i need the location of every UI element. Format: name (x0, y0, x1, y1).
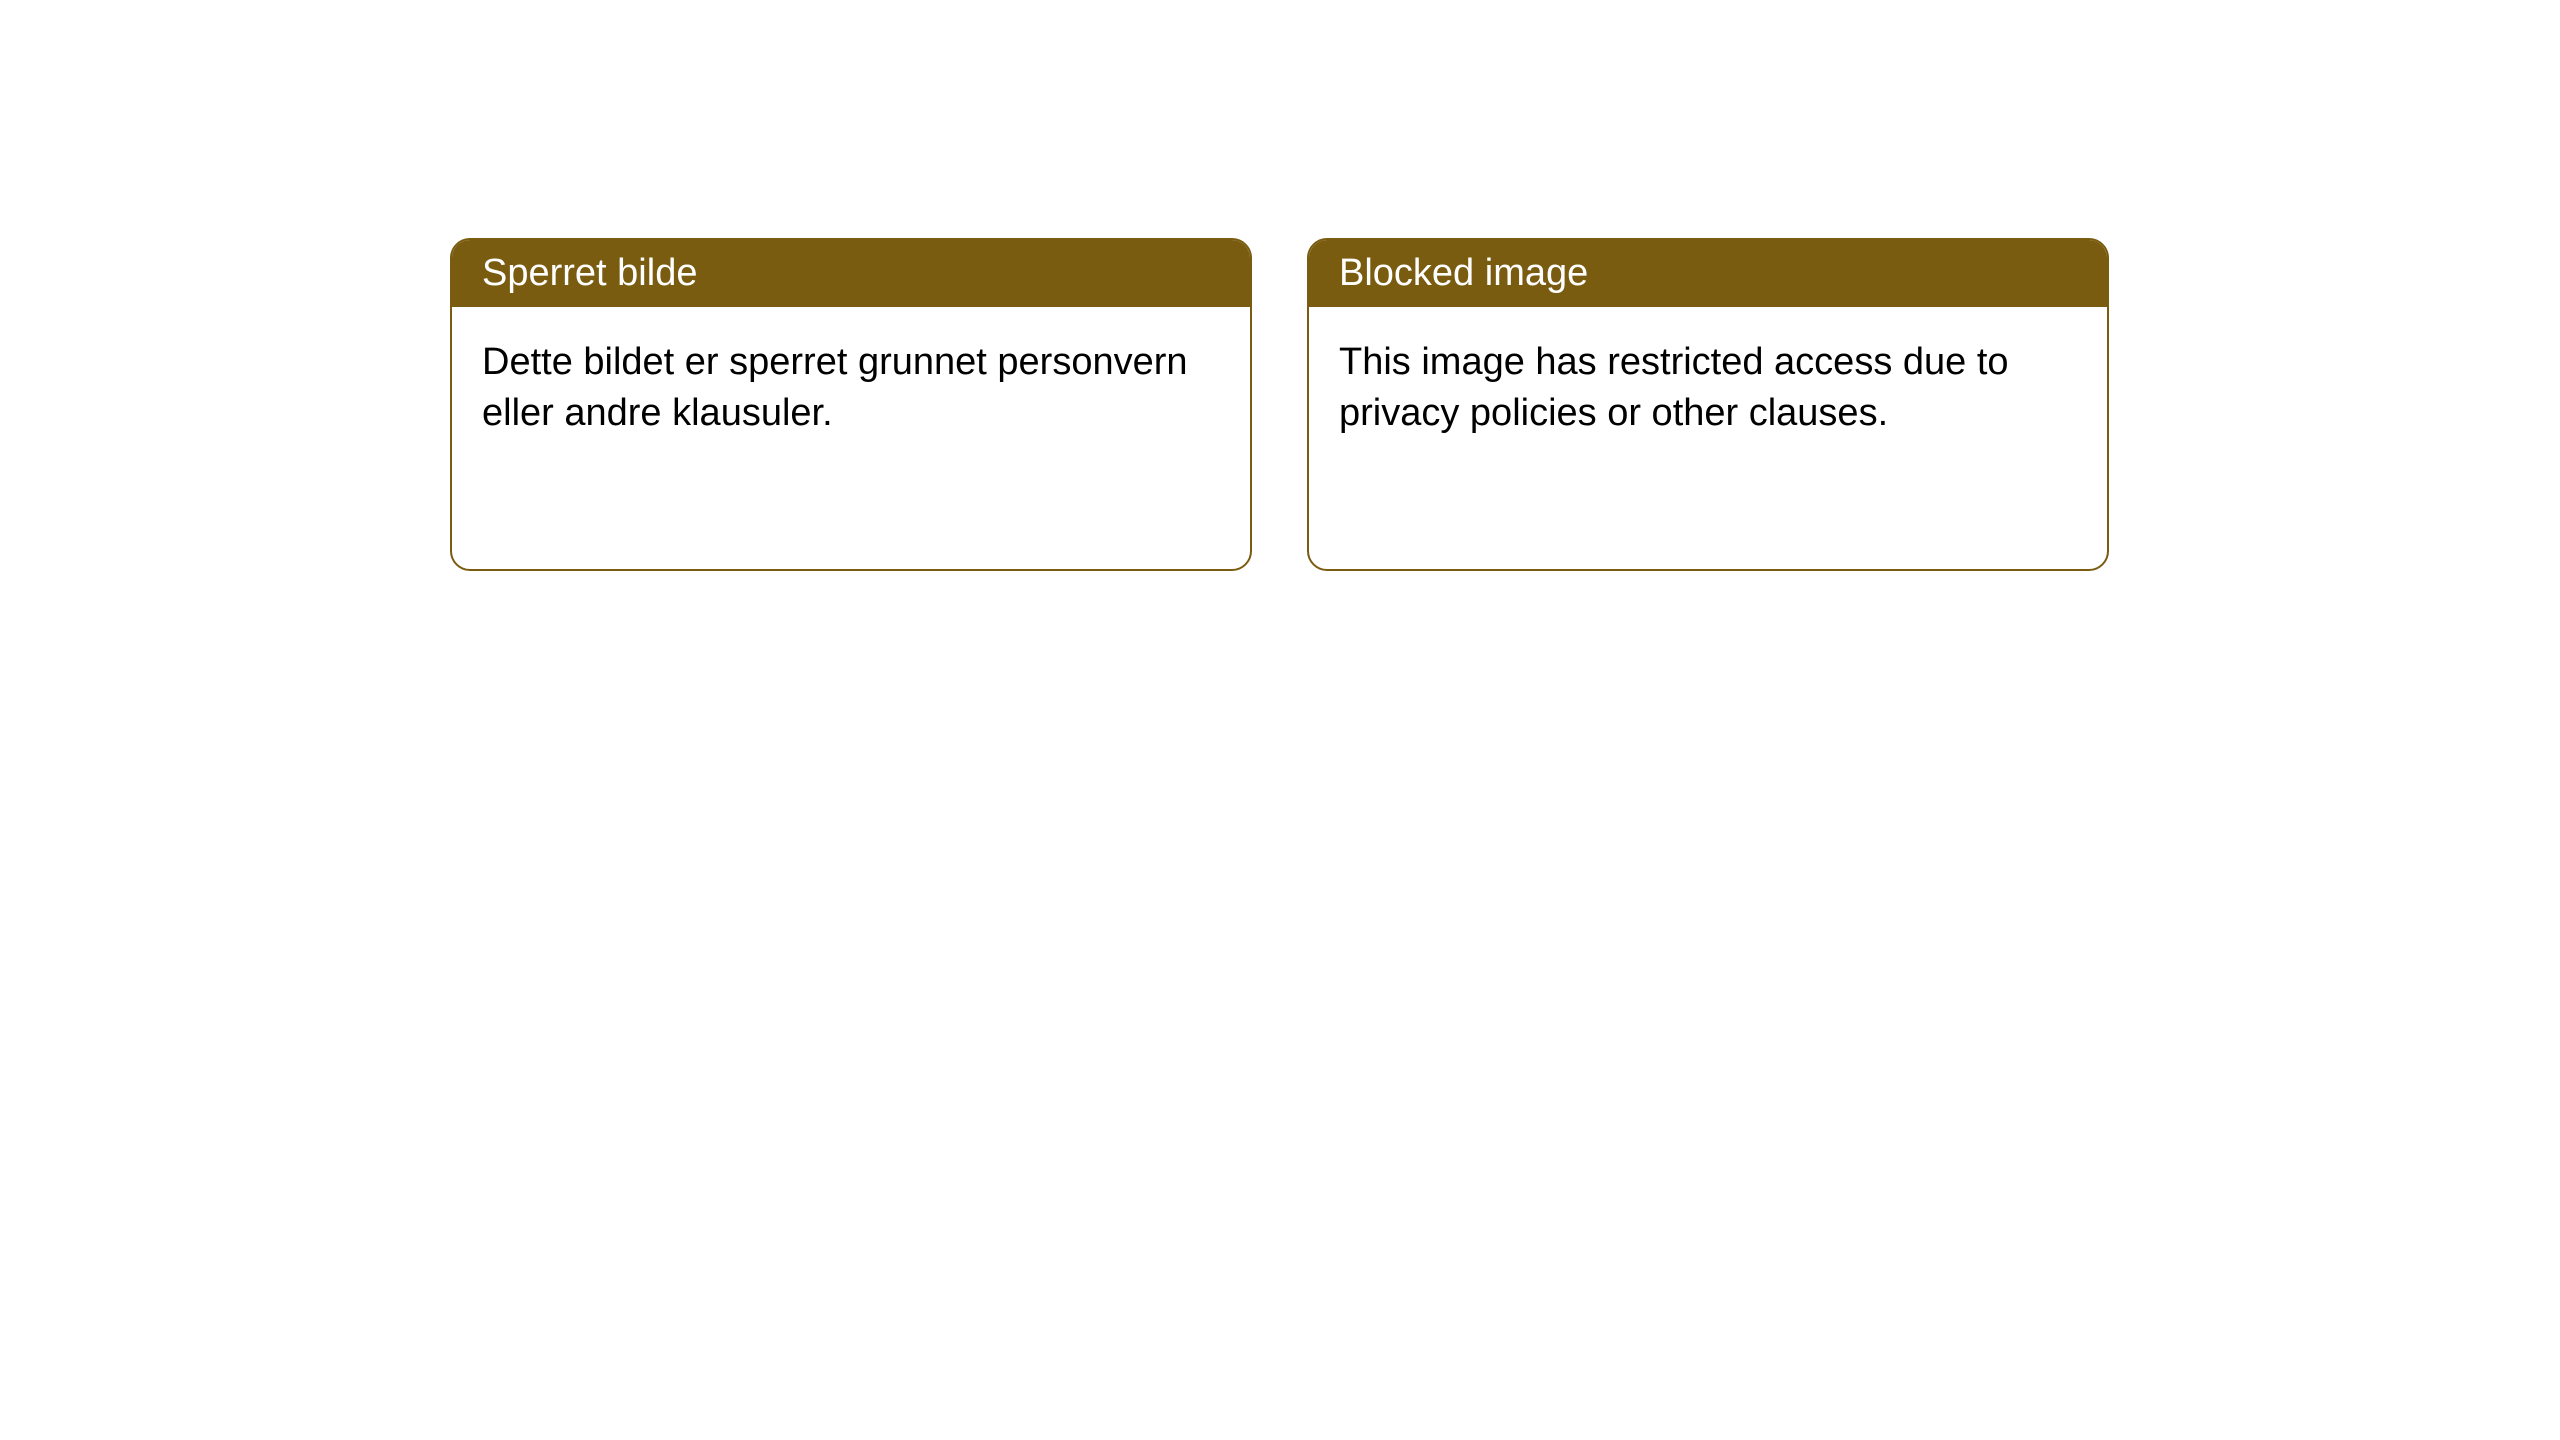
notice-body-english: This image has restricted access due to … (1309, 307, 2107, 470)
notice-header-english: Blocked image (1309, 240, 2107, 307)
notice-card-norwegian: Sperret bilde Dette bildet er sperret gr… (450, 238, 1252, 571)
notice-card-english: Blocked image This image has restricted … (1307, 238, 2109, 571)
notice-text-english: This image has restricted access due to … (1339, 341, 2009, 434)
notice-title-norwegian: Sperret bilde (482, 252, 697, 294)
notice-text-norwegian: Dette bildet er sperret grunnet personve… (482, 341, 1188, 434)
notice-body-norwegian: Dette bildet er sperret grunnet personve… (452, 307, 1250, 470)
notice-header-norwegian: Sperret bilde (452, 240, 1250, 307)
notice-title-english: Blocked image (1339, 252, 1588, 294)
notice-cards-row: Sperret bilde Dette bildet er sperret gr… (450, 238, 2109, 571)
